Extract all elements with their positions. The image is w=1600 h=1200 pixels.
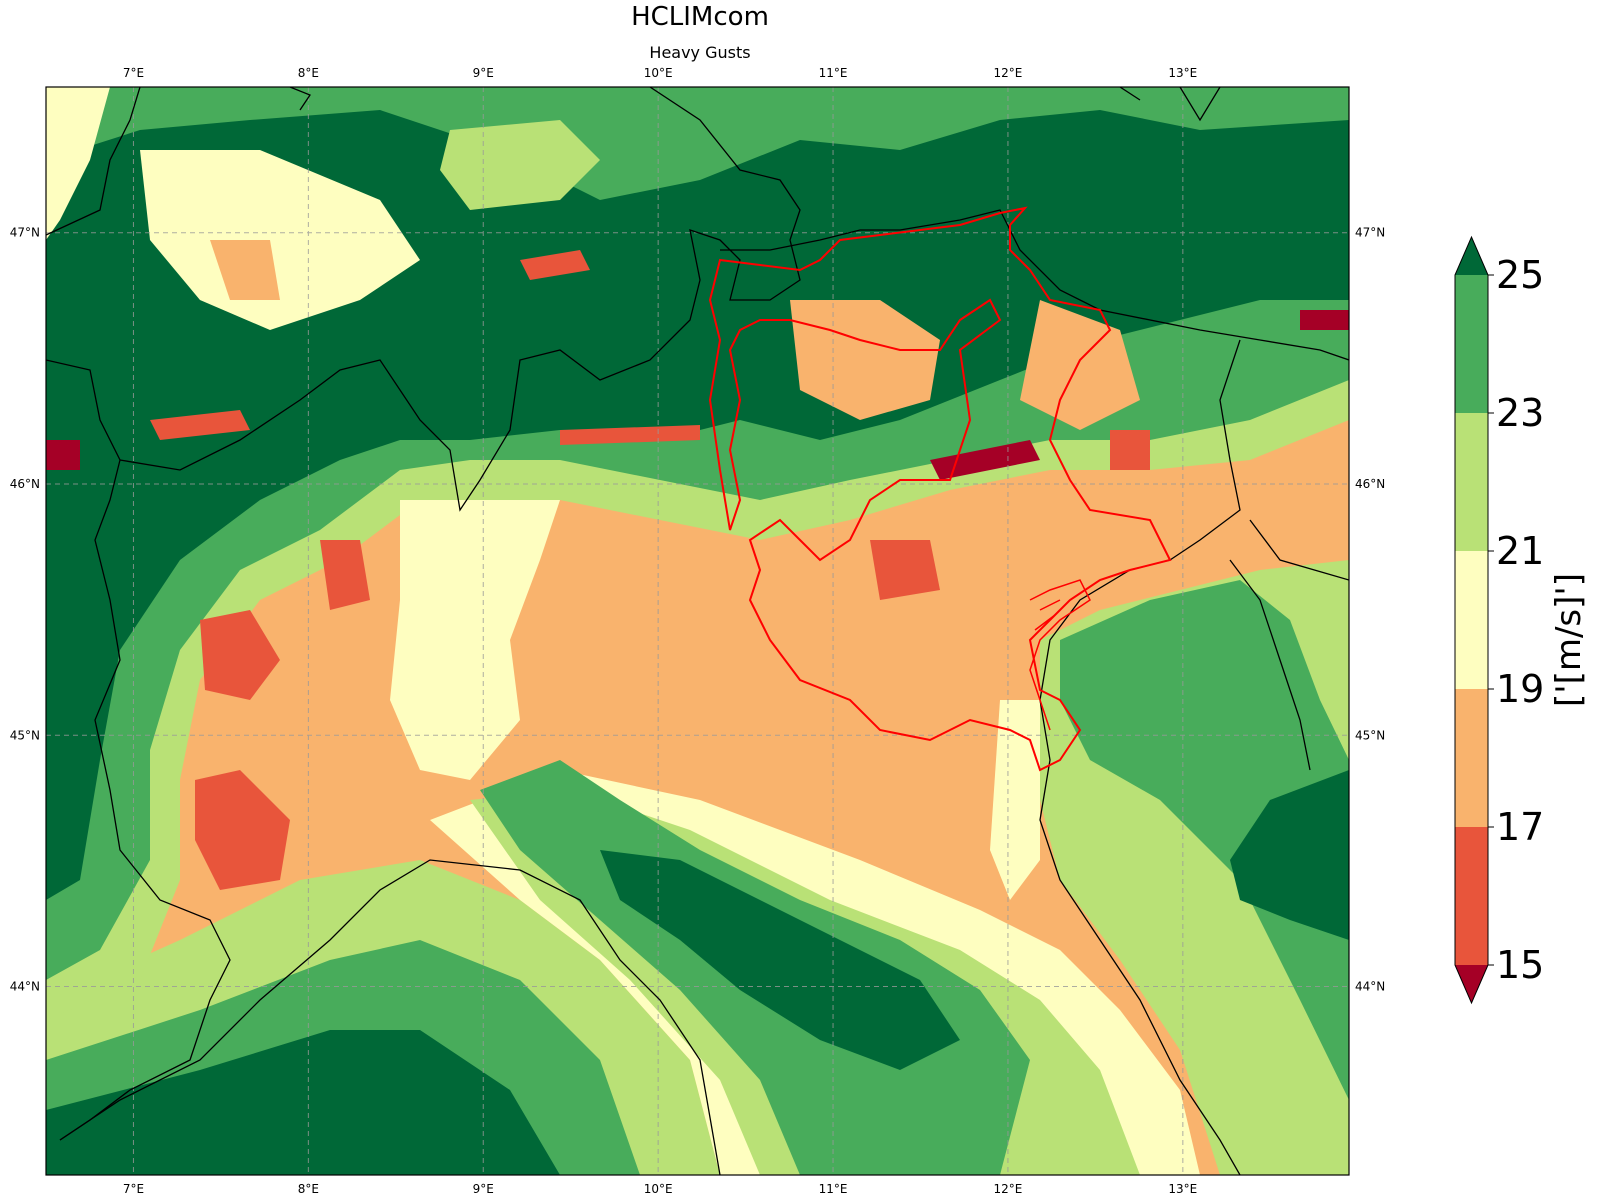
colorbar-body (1454, 235, 1489, 1005)
red-streak-1 (520, 250, 590, 280)
colorbar-band (1455, 827, 1488, 965)
dark-red-band-2 (46, 440, 80, 470)
lat-tick-label: 47°N (10, 226, 40, 240)
apennines-core (600, 850, 960, 1070)
red-patch-3 (320, 540, 370, 610)
lon-ticks-top: 7°E 8°E 9°E 10°E 11°E 12°E 13°E (123, 66, 1197, 80)
lat-tick-label: 44°N (10, 980, 40, 994)
gridlines (46, 87, 1349, 1175)
lon-tick-label: 13°E (1168, 66, 1197, 80)
adriatic-sea-core (1230, 770, 1349, 940)
colorbar-band (1455, 551, 1488, 689)
alps-pale-2 (210, 240, 280, 300)
istria-coast (1229, 559, 1311, 771)
colorbar-ticks: 25 23 21 19 17 15 (1488, 253, 1544, 987)
lon-tick-label: 7°E (123, 66, 144, 80)
lat-tick-label: 46°N (10, 477, 40, 491)
po-pale (390, 500, 560, 780)
north-border-top (289, 87, 1221, 122)
alps-core (46, 110, 1349, 900)
red-streak-3 (560, 425, 700, 445)
colorbar-extend-over (1455, 237, 1488, 275)
alps-pale-5 (1020, 300, 1140, 430)
ligurian-sea-core (46, 1030, 560, 1175)
lat-tick-label: 44°N (1355, 980, 1385, 994)
gust-map: 7°E 8°E 9°E 10°E 11°E 12°E 13°E 7°E 8°E 9°E 10°E 1… (10, 66, 1386, 1196)
po-pale-2 (990, 700, 1040, 900)
lat-tick-label: 46°N (1355, 477, 1385, 491)
ligurian-coast (59, 859, 721, 1175)
colorbar-tick-label: 23 (1496, 391, 1544, 435)
lon-tick-label: 10°E (644, 1182, 673, 1196)
lon-tick-label: 13°E (1168, 1182, 1197, 1196)
venice-lagoon-outline (1029, 579, 1091, 731)
swiss-border (46, 87, 801, 512)
lat-tick-label: 45°N (1355, 728, 1385, 742)
lon-ticks-bottom: 7°E 8°E 9°E 10°E 11°E 12°E 13°E (123, 1182, 1197, 1196)
map-frame (45, 86, 1350, 1176)
lon-tick-label: 9°E (473, 1182, 494, 1196)
lon-tick-label: 8°E (298, 1182, 319, 1196)
figure-title: HCLIMcom (631, 2, 769, 32)
colorbar-units: ['[m/s]'] (1549, 573, 1589, 707)
colorbar-tick-label: 21 (1496, 529, 1544, 573)
colorbar-band (1455, 689, 1488, 827)
lat-tick-label: 47°N (1355, 226, 1385, 240)
red-streak-2 (150, 410, 250, 440)
adriatic-sea-mid (1060, 580, 1349, 1100)
red-patch-2 (195, 770, 290, 890)
colorbar-tick-label: 17 (1496, 805, 1544, 849)
alps-pale-3 (440, 120, 600, 210)
colorbar: 25 23 21 19 17 15 ['[m/s]'] (1454, 235, 1589, 1005)
lat-ticks-left: 47°N 46°N 45°N 44°N (10, 226, 40, 994)
red-patch-4 (870, 540, 940, 600)
slovenia-border (1169, 339, 1349, 581)
highlight-region-outline (708, 206, 1172, 772)
lon-tick-label: 12°E (994, 1182, 1023, 1196)
country-borders (46, 87, 1349, 1175)
adriatic-coast (1039, 559, 1241, 1175)
lon-tick-label: 9°E (473, 66, 494, 80)
lon-tick-label: 8°E (298, 66, 319, 80)
lat-tick-label: 45°N (10, 728, 40, 742)
colorbar-extend-under (1455, 965, 1488, 1003)
lon-tick-label: 11°E (819, 66, 848, 80)
colorbar-tick-label: 19 (1496, 667, 1544, 711)
map-subtitle: Heavy Gusts (649, 43, 751, 62)
colorbar-band (1455, 275, 1488, 413)
colorbar-tick-label: 15 (1496, 943, 1544, 987)
lon-tick-label: 10°E (644, 66, 673, 80)
alps-fringe (46, 87, 110, 240)
lon-tick-label: 11°E (819, 1182, 848, 1196)
dark-red-band-3 (1300, 310, 1349, 330)
lon-tick-label: 7°E (123, 1182, 144, 1196)
red-patch-1 (200, 610, 280, 700)
colorbar-band (1455, 413, 1488, 551)
lon-tick-label: 12°E (994, 66, 1023, 80)
red-patch-5 (1110, 430, 1150, 470)
colorbar-tick-label: 25 (1496, 253, 1544, 297)
lat-ticks-right: 47°N 46°N 45°N 44°N (1355, 226, 1385, 994)
dark-red-band-1 (930, 440, 1040, 480)
alps-pale-1 (140, 150, 420, 330)
